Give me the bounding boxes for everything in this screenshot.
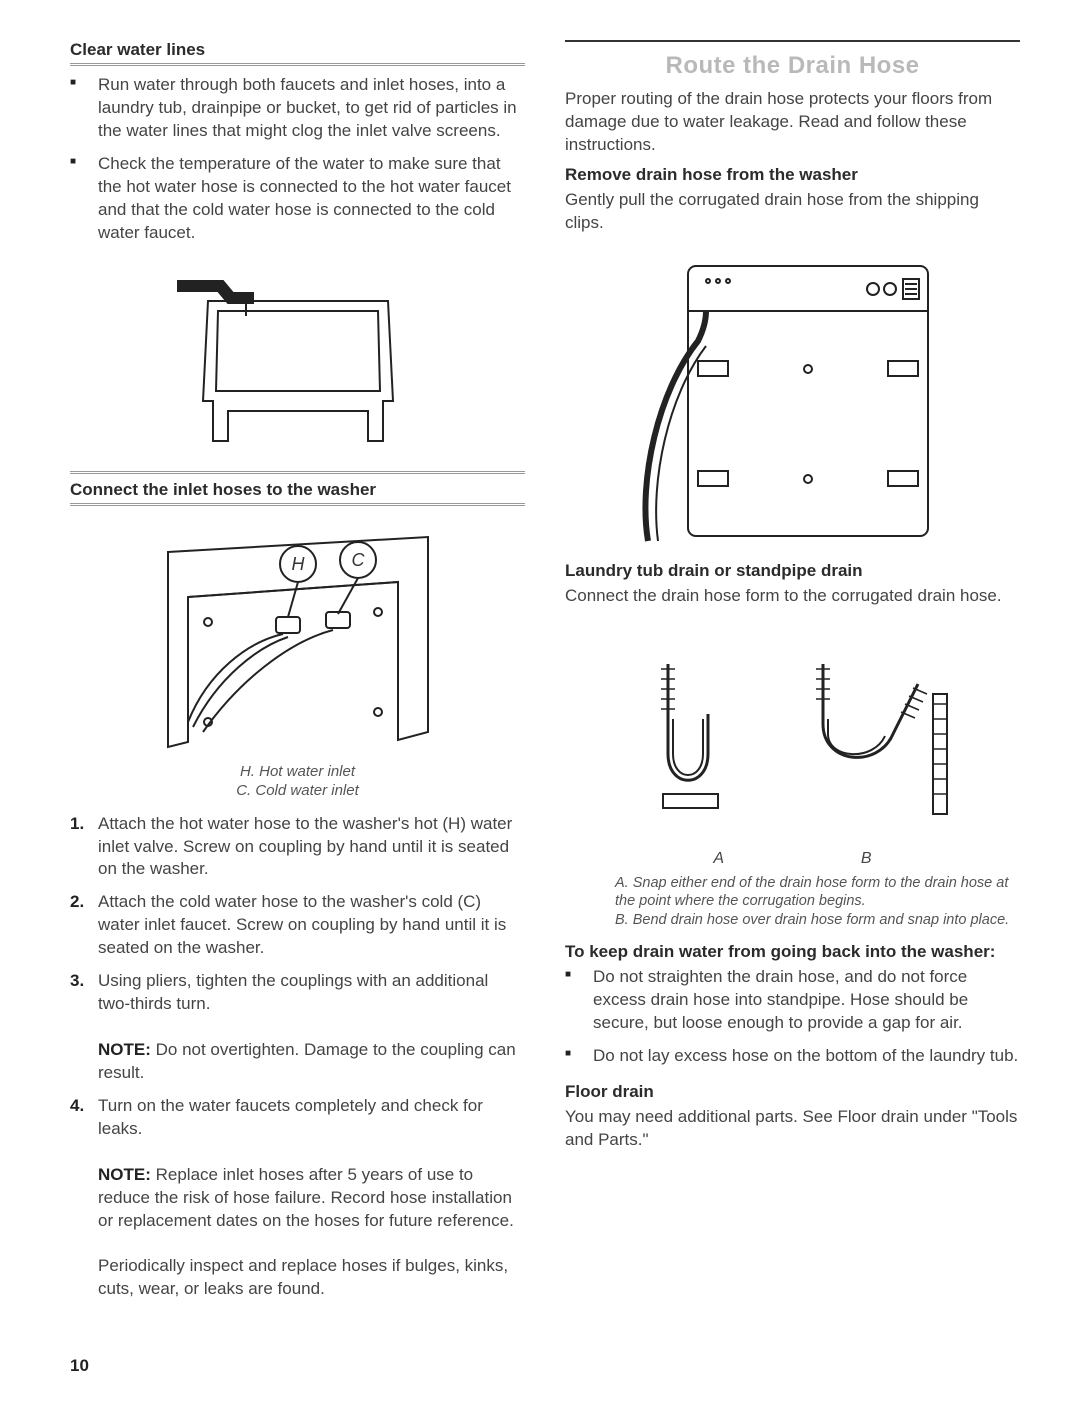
- para: You may need additional parts. See Floor…: [565, 1106, 1020, 1152]
- step-item: 1.Attach the hot water hose to the washe…: [70, 813, 525, 882]
- caption-line: B. Bend drain hose over drain hose form …: [615, 912, 1009, 928]
- step-item: 3. Using pliers, tighten the couplings w…: [70, 970, 525, 1085]
- caption-line: H. Hot water inlet: [240, 763, 355, 780]
- figure-caption: H. Hot water inlet C. Cold water inlet: [70, 762, 525, 801]
- heading-remove-hose: Remove drain hose from the washer: [565, 165, 1020, 185]
- para: Connect the drain hose form to the corru…: [565, 585, 1020, 608]
- left-column: Clear water lines Run water through both…: [70, 40, 525, 1311]
- figure-caption: A. Snap either end of the drain hose for…: [565, 874, 1020, 931]
- heading-laundry-drain: Laundry tub drain or standpipe drain: [565, 561, 1020, 581]
- bullet-item: Run water through both faucets and inlet…: [70, 74, 525, 143]
- page-number: 10: [70, 1356, 89, 1376]
- intro-para: Proper routing of the drain hose protect…: [565, 88, 1020, 157]
- connect-steps: 1.Attach the hot water hose to the washe…: [70, 813, 525, 1302]
- figure-hose-forms: [565, 624, 1020, 844]
- label-b: B: [861, 850, 872, 868]
- heading-floor-drain: Floor drain: [565, 1082, 1020, 1102]
- step-item: 4. Turn on the water faucets completely …: [70, 1095, 525, 1301]
- bullet-item: Check the temperature of the water to ma…: [70, 153, 525, 245]
- right-column: Route the Drain Hose Proper routing of t…: [565, 40, 1020, 1311]
- clear-water-bullets: Run water through both faucets and inlet…: [70, 74, 525, 245]
- caption-line: A. Snap either end of the drain hose for…: [615, 875, 1008, 910]
- divider: [70, 471, 525, 474]
- para: Gently pull the corrugated drain hose fr…: [565, 189, 1020, 235]
- section-title-route-hose: Route the Drain Hose: [565, 40, 1020, 80]
- svg-text:C: C: [351, 550, 365, 570]
- step-item: 2.Attach the cold water hose to the wash…: [70, 891, 525, 960]
- bullet-item: Do not lay excess hose on the bottom of …: [565, 1045, 1020, 1068]
- figure-washer-back: [565, 251, 1020, 551]
- figure-inlet-hoses: H C: [70, 522, 525, 752]
- label-a: A: [713, 850, 724, 868]
- caption-line: C. Cold water inlet: [236, 782, 359, 799]
- bullet-item: Do not straighten the drain hose, and do…: [565, 966, 1020, 1035]
- heading-keep-drain: To keep drain water from going back into…: [565, 942, 1020, 962]
- heading-connect-inlet: Connect the inlet hoses to the washer: [70, 480, 525, 506]
- keep-drain-bullets: Do not straighten the drain hose, and do…: [565, 966, 1020, 1068]
- ab-labels: A B: [565, 850, 1020, 868]
- heading-clear-water: Clear water lines: [70, 40, 525, 66]
- svg-text:H: H: [291, 554, 305, 574]
- figure-laundry-tub: [70, 261, 525, 461]
